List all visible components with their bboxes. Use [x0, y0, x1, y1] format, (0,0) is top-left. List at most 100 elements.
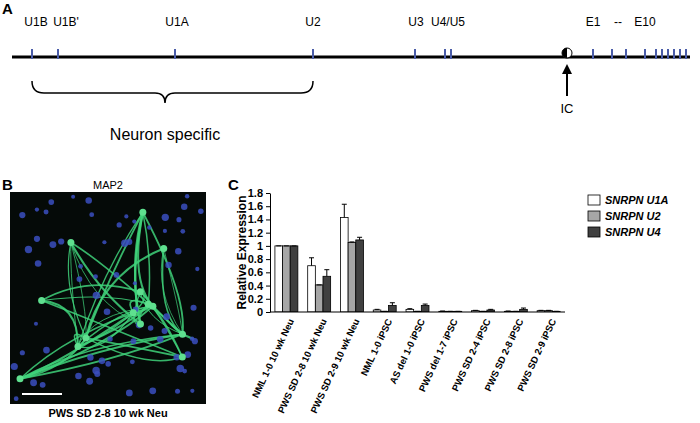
y-axis: 00.20.40.60.811.21.41.61.8	[248, 187, 271, 318]
exon-tick	[673, 49, 675, 59]
neurite	[71, 242, 86, 337]
nucleus	[43, 347, 50, 354]
nucleus	[195, 267, 199, 271]
error-cap	[506, 311, 511, 312]
nucleus	[35, 207, 39, 211]
error-bar	[407, 308, 412, 310]
y-tick-label: 0.4	[248, 280, 264, 292]
site-label: U4/U5	[431, 15, 465, 29]
nucleus	[49, 241, 56, 248]
bar	[323, 276, 331, 312]
exon-tick	[312, 49, 314, 59]
nucleus	[162, 328, 168, 334]
neurite	[42, 301, 183, 358]
y-tick-label: 1	[257, 240, 263, 252]
y-tick: 0	[257, 306, 270, 318]
error-bar	[324, 270, 329, 277]
legend-swatch	[588, 211, 600, 221]
error-cap	[440, 311, 445, 312]
nucleus	[126, 239, 132, 245]
nucleus	[34, 236, 40, 242]
nucleus	[14, 396, 19, 401]
error-cap	[375, 309, 380, 310]
legend-swatch	[588, 195, 600, 205]
arrow-label: IC	[561, 101, 574, 116]
error-cap	[488, 309, 493, 310]
nucleus	[175, 389, 180, 394]
bracket	[32, 81, 313, 103]
nucleus	[133, 281, 137, 285]
soma	[139, 209, 146, 216]
nucleus	[85, 197, 91, 203]
nucleus	[89, 212, 94, 217]
legend-label: SNRPN U4	[605, 226, 661, 238]
soma	[74, 343, 81, 350]
panel-label: C	[228, 176, 239, 193]
ic-symbol	[562, 48, 567, 58]
neurite	[20, 334, 182, 379]
nucleus	[107, 336, 112, 341]
nucleus	[149, 387, 156, 394]
nucleus	[124, 214, 128, 218]
exon-tick	[625, 49, 627, 59]
legend-entry: SNRPN U4	[588, 226, 661, 238]
soma	[82, 334, 89, 341]
error-bar	[357, 237, 362, 240]
nucleus	[157, 336, 164, 343]
site-label: U1B	[24, 15, 47, 29]
soma	[149, 303, 156, 310]
nucleus	[104, 308, 111, 315]
nucleus	[71, 195, 75, 199]
y-tick-label: 1.2	[248, 227, 263, 239]
neurite	[20, 334, 182, 379]
y-tick: 1.6	[248, 200, 270, 212]
nucleus	[35, 260, 42, 267]
neurite	[78, 212, 143, 346]
nucleus	[93, 292, 100, 299]
soma	[179, 331, 186, 338]
neurite	[86, 212, 143, 338]
error-bar	[284, 245, 289, 246]
nucleus	[34, 322, 38, 326]
error-bar	[488, 309, 493, 311]
site-label: --	[614, 15, 622, 29]
bar	[421, 305, 429, 312]
error-cap	[538, 310, 543, 311]
nucleus	[30, 379, 37, 386]
error-cap	[317, 284, 322, 285]
nucleus	[75, 373, 82, 380]
bar	[308, 266, 316, 312]
nucleus	[185, 194, 189, 198]
nucleus	[130, 338, 136, 344]
nucleus	[117, 222, 122, 227]
nucleus	[19, 212, 25, 218]
x-axis-line	[270, 312, 565, 313]
y-tick: 1.8	[248, 187, 270, 199]
y-axis-title: Relative Expression	[235, 195, 249, 309]
x-tick-label: AS del 1-0 iPSC	[387, 317, 427, 386]
neurite	[20, 334, 182, 379]
legend-label: SNRPN U2	[605, 210, 661, 222]
soma	[160, 245, 167, 252]
exon-tick	[592, 49, 594, 59]
nucleus	[148, 325, 154, 331]
ic-symbol	[562, 48, 572, 58]
legend-label: SNRPN U1A	[605, 194, 669, 206]
site-label: U1B'	[53, 15, 79, 29]
x-tick-label: PWS SD 2-9 iPSC	[515, 317, 558, 393]
error-bar	[538, 310, 543, 311]
legend: SNRPN U1A SNRPN U2 SNRPN U4	[588, 194, 669, 238]
image-caption: PWS SD 2-8 10 wk Neu	[48, 407, 167, 419]
error-bar	[423, 304, 428, 305]
nucleus	[44, 209, 49, 214]
exon-tick	[655, 49, 657, 59]
y-tick-mark	[266, 246, 270, 247]
neurite	[71, 242, 141, 324]
error-line	[326, 270, 327, 277]
error-bar	[292, 245, 297, 246]
bar	[389, 305, 397, 312]
y-tick-label: 0.6	[248, 266, 263, 278]
soma	[137, 321, 144, 328]
soma	[17, 375, 24, 382]
y-tick: 1	[257, 240, 270, 252]
